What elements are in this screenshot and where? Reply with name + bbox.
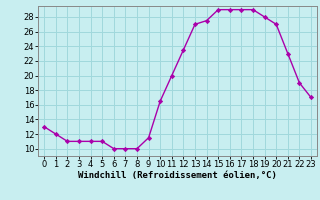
X-axis label: Windchill (Refroidissement éolien,°C): Windchill (Refroidissement éolien,°C) [78, 171, 277, 180]
